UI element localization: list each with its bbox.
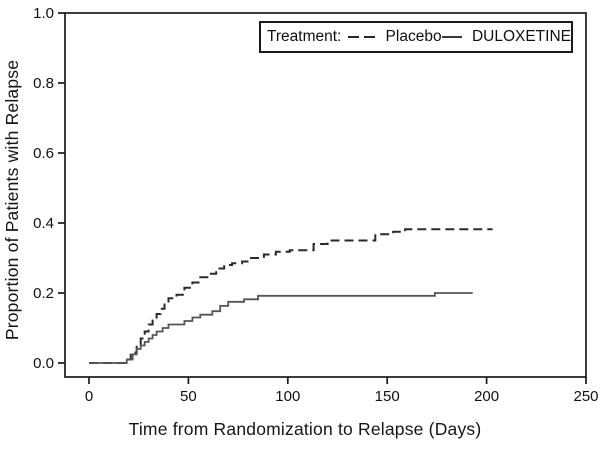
x-tick-label: 200	[474, 388, 499, 405]
x-tick-label: 150	[375, 388, 400, 405]
y-tick-label: 0.2	[33, 285, 54, 302]
y-tick-label: 0.0	[33, 355, 54, 372]
x-tick-label: 50	[180, 388, 197, 405]
y-axis: 0.0 0.2 0.4 0.6 0.8 1.0	[33, 5, 65, 372]
y-tick-label: 1.0	[33, 5, 54, 22]
legend-title: Treatment:	[267, 28, 342, 45]
x-tick-label: 250	[573, 388, 598, 405]
y-tick-label: 0.8	[33, 75, 54, 92]
x-tick-label: 0	[85, 388, 93, 405]
x-axis: 0 50 100 150 200 250	[85, 377, 599, 405]
legend: Treatment: Placebo DULOXETINE	[259, 21, 573, 53]
x-tick-label: 100	[275, 388, 300, 405]
series-duloxetine	[89, 292, 473, 364]
plot-frame	[64, 12, 587, 378]
series-placebo	[89, 228, 493, 364]
y-tick-label: 0.6	[33, 145, 54, 162]
x-axis-title: Time from Randomization to Relapse (Days…	[128, 419, 482, 439]
legend-solid-line-sample	[441, 36, 462, 38]
legend-label-placebo: Placebo	[385, 28, 442, 45]
legend-dashed-line-sample	[348, 36, 376, 38]
y-axis-title: Proportion of Patients with Relapse	[2, 59, 22, 341]
y-tick-label: 0.4	[33, 215, 54, 232]
legend-label-duloxetine: DULOXETINE	[471, 28, 571, 45]
